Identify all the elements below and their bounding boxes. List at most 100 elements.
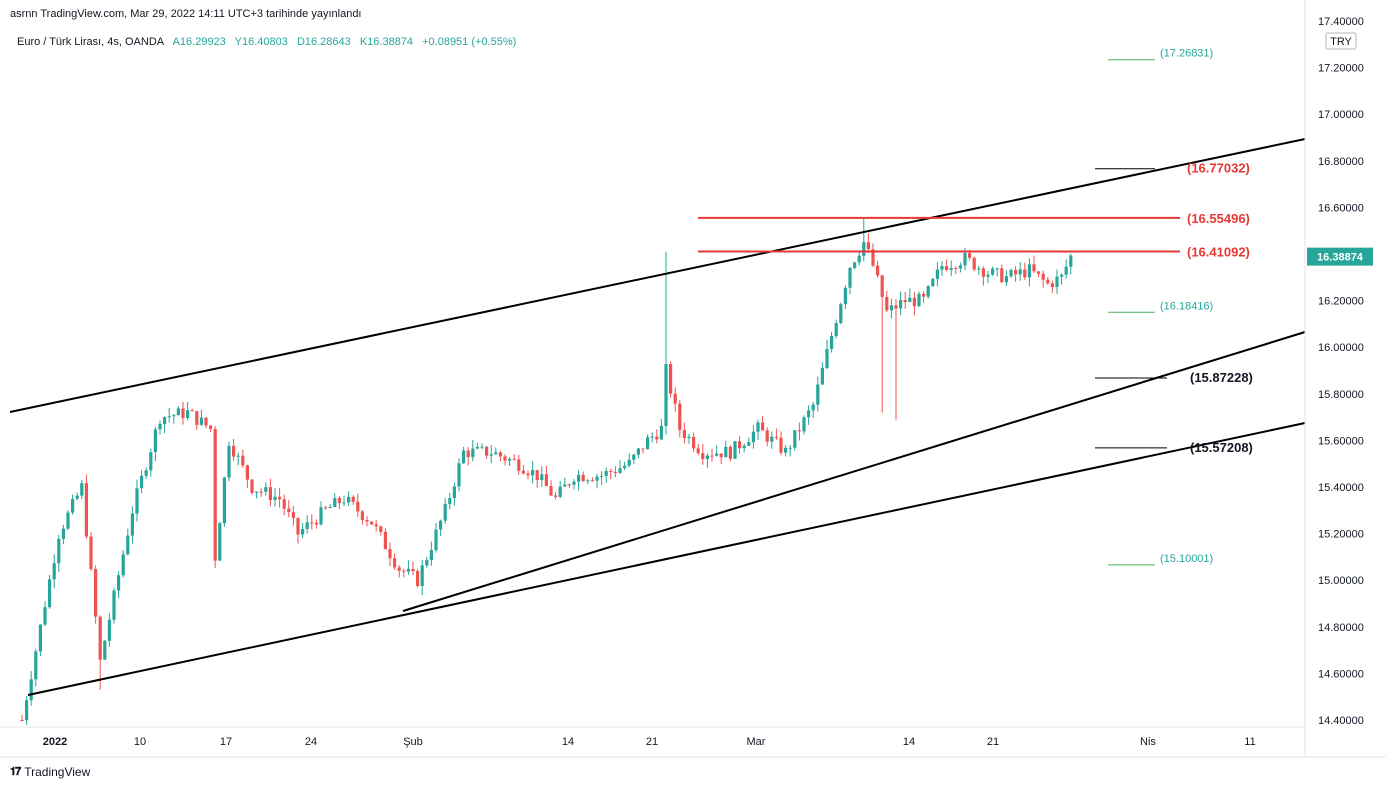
candle-body <box>66 512 70 529</box>
candle-body <box>931 278 935 287</box>
candle-body <box>811 404 815 411</box>
y-tick-label: 16.80000 <box>1318 156 1364 168</box>
candle-body <box>365 519 369 522</box>
candle-body <box>834 322 838 336</box>
candle-body <box>701 453 705 459</box>
candle-body <box>636 448 640 455</box>
candle-body <box>641 448 645 450</box>
candle-body <box>655 436 659 440</box>
candle-body <box>1032 264 1036 272</box>
candle-body <box>1004 276 1008 283</box>
candle-body <box>117 575 121 591</box>
candle-body <box>126 535 130 555</box>
candle-body <box>158 424 162 430</box>
publish-info: asrnn TradingView.com, Mar 29, 2022 14:1… <box>10 8 362 20</box>
candle-body <box>526 473 530 476</box>
candle-body <box>719 453 723 458</box>
candle-body <box>1023 269 1027 278</box>
candle-body <box>305 522 309 529</box>
x-tick-label: 2022 <box>43 736 67 748</box>
y-tick-label: 14.80000 <box>1318 622 1364 634</box>
candle-body <box>659 425 663 440</box>
candle-body <box>57 538 61 564</box>
brand-name: TradingView <box>24 765 91 779</box>
candle-body <box>268 487 272 501</box>
candle-body <box>866 242 870 250</box>
candle-body <box>949 267 953 270</box>
candle-body <box>245 465 249 480</box>
candle-body <box>425 560 429 566</box>
candle-body <box>779 437 783 453</box>
level-label: (17.26831) <box>1160 48 1213 60</box>
candle-body <box>172 415 176 417</box>
axes: 17.40000 17.20000 17.00000 16.80000 16.60000… <box>0 0 1386 758</box>
candle-body <box>797 430 801 432</box>
candle-body <box>25 700 29 721</box>
candle-body <box>733 441 737 459</box>
level-label: (15.87228) <box>1190 370 1253 385</box>
candle-body <box>738 441 742 449</box>
candle-body <box>600 475 604 477</box>
candle-body <box>264 487 268 492</box>
candle-body <box>590 480 594 482</box>
candle-body <box>646 437 650 450</box>
candle-body <box>443 503 447 521</box>
candle-body <box>296 518 300 535</box>
candle-body <box>328 507 332 509</box>
x-tick-label: 17 <box>220 736 232 748</box>
candle-body <box>494 452 498 455</box>
candle-body <box>1037 271 1041 274</box>
symbol-name: Euro / Türk Lirası, 4s, OANDA <box>17 36 165 48</box>
candle-body <box>333 498 337 508</box>
candle-body <box>968 253 972 258</box>
candle-body <box>360 511 364 520</box>
level-label: (15.10001) <box>1160 553 1213 565</box>
candle-body <box>572 481 576 485</box>
candle-body <box>586 480 590 482</box>
brand-footer[interactable]: 𝟏𝟕 TradingView <box>10 765 90 779</box>
candle-body <box>222 477 226 524</box>
candle-body <box>186 410 190 419</box>
y-tick-label: 17.00000 <box>1318 109 1364 121</box>
candle-body <box>1014 270 1018 275</box>
candle-body <box>503 456 507 461</box>
candle-body <box>986 274 990 277</box>
candle-body <box>255 491 259 493</box>
candle-body <box>167 416 171 418</box>
candle-body <box>650 436 654 438</box>
candle-body <box>802 417 806 432</box>
candle-body <box>397 567 401 571</box>
tradingview-logo-icon: 𝟏𝟕 <box>10 765 21 778</box>
candle-body <box>756 422 760 432</box>
y-tick-label: 15.20000 <box>1318 529 1364 541</box>
candle-body <box>498 452 502 457</box>
candle-body <box>38 624 42 652</box>
candle-body <box>213 428 217 561</box>
x-tick-label: 11 <box>1244 736 1255 748</box>
candle-body <box>241 455 245 466</box>
candle-body <box>899 300 903 309</box>
candle-body <box>342 502 346 504</box>
drawings: (17.26831) (16.77032) (16.55496) (16.41092)… <box>9 48 1306 696</box>
candle-body <box>991 268 995 275</box>
candle-body <box>374 524 378 527</box>
candle-body <box>429 550 433 561</box>
candle-body <box>489 454 493 456</box>
candle-body <box>784 447 788 453</box>
candle-body <box>94 569 98 617</box>
candle-body <box>466 450 470 458</box>
candle-body <box>20 720 24 722</box>
candle-body <box>751 431 755 443</box>
candle-body <box>236 455 240 457</box>
candle-body <box>705 455 709 459</box>
y-tick-label: 15.40000 <box>1318 482 1364 494</box>
candle-body <box>517 459 521 471</box>
ohlc-open: A16.29923 <box>172 36 226 48</box>
candle-body <box>112 590 116 620</box>
candle-body <box>940 266 944 270</box>
candle-body <box>420 565 424 586</box>
candle-body <box>889 305 893 311</box>
candle-body <box>724 446 728 458</box>
candle-body <box>1041 273 1045 280</box>
